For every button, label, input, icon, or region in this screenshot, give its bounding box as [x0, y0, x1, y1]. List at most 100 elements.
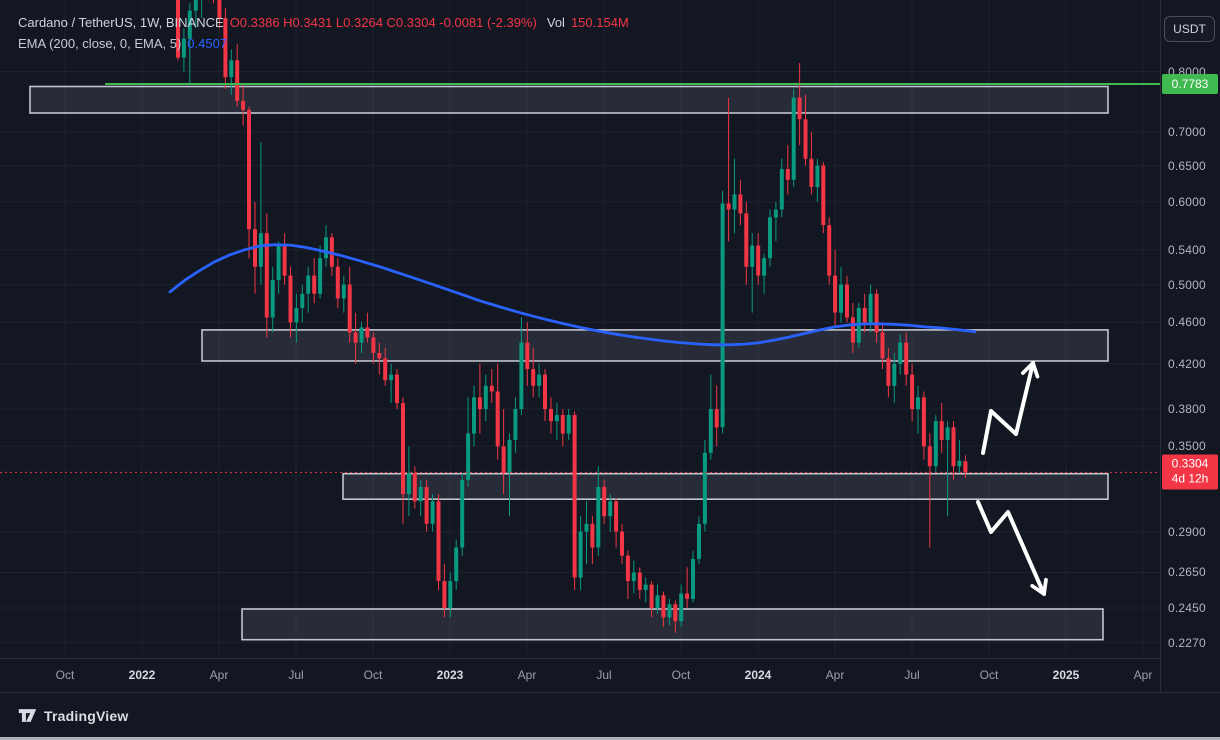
time-axis-label: Jul: [596, 668, 612, 682]
candle-body: [430, 501, 435, 524]
candle-body: [442, 581, 447, 608]
candle-body: [554, 415, 559, 422]
candle-body: [768, 217, 772, 259]
candle-body: [910, 374, 915, 410]
candle-body: [927, 446, 932, 467]
candle-body: [868, 293, 873, 323]
candle-body: [697, 523, 701, 559]
candle-body: [466, 433, 471, 480]
candlestick-chart-canvas[interactable]: [0, 0, 1160, 658]
candle-body: [537, 374, 542, 386]
candle-body: [874, 293, 879, 333]
window-bottom-edge: [0, 737, 1220, 740]
time-axis-label: Apr: [1133, 668, 1153, 682]
candle-body: [661, 595, 666, 618]
candle-body: [614, 501, 619, 532]
candle-body: [395, 374, 399, 404]
footer-bar: TradingView: [0, 692, 1220, 740]
resistance-zone-0.42-0.45: [201, 329, 1109, 362]
volume-label: Vol: [546, 15, 565, 30]
candle-body: [359, 327, 364, 343]
candle-body: [324, 237, 328, 259]
candle-body: [827, 225, 832, 276]
price-axis[interactable]: USDT 0.7783 0.3304 4d 12h 0.8000 0.7000 0.6…: [1160, 0, 1220, 692]
tradingview-logo-icon: [18, 709, 37, 722]
price-axis-label: 0.7000: [1168, 125, 1206, 139]
candle-body: [702, 452, 707, 524]
last-price-badge[interactable]: 0.3304 4d 12h: [1162, 454, 1218, 490]
candle-body: [318, 258, 323, 294]
time-axis-label: Oct: [979, 668, 999, 682]
candle-body: [365, 327, 370, 338]
candle-body: [921, 397, 926, 447]
time-axis-label: 2025: [1052, 668, 1080, 682]
chart-pane[interactable]: Cardano / TetherUS, 1W, BINANCE O0.3386 …: [0, 0, 1160, 682]
candle-body: [845, 284, 849, 318]
candle-body: [791, 97, 796, 180]
time-axis-label: Jul: [904, 668, 920, 682]
time-axis-label: Oct: [363, 668, 383, 682]
candle-body: [448, 581, 453, 608]
symbol-legend-row: Cardano / TetherUS, 1W, BINANCE O0.3386 …: [18, 12, 629, 33]
candle-body: [584, 523, 589, 532]
candle-body: [939, 421, 944, 440]
candle-body: [406, 473, 411, 495]
candle-body: [649, 584, 654, 608]
candle-body: [341, 284, 346, 299]
last-price-value: 0.3304: [1171, 456, 1209, 471]
candle-body: [762, 258, 767, 276]
candle-body: [282, 245, 287, 276]
symbol-title[interactable]: Cardano / TetherUS, 1W, BINANCE: [18, 15, 224, 30]
time-axis[interactable]: Oct 2022 Apr Jul Oct 2023 Apr Jul Oct 2024 Apr Jul O…: [0, 658, 1160, 692]
candle-body: [288, 275, 293, 323]
candle-body: [945, 427, 950, 440]
support-zone-0.31-0.33: [342, 472, 1109, 501]
candle-body: [821, 165, 826, 226]
candle-body: [886, 358, 891, 386]
candle-body: [217, 0, 222, 19]
candle-body: [578, 531, 583, 578]
candle-body: [714, 409, 719, 428]
candle-body: [347, 284, 352, 333]
candle-body: [963, 461, 968, 473]
candle-body: [525, 342, 530, 370]
candle-body: [602, 486, 607, 517]
candle-body: [501, 446, 506, 473]
time-axis-label: Oct: [55, 668, 75, 682]
candle-body: [655, 595, 660, 609]
candle-body: [306, 275, 311, 294]
candle-body: [720, 203, 725, 428]
candle-body: [596, 486, 601, 548]
candle-body: [424, 486, 429, 524]
candle-body: [732, 194, 737, 210]
ema-indicator-label[interactable]: EMA (200, close, 0, EMA, 5): [18, 36, 182, 51]
price-axis-label: 0.2450: [1168, 601, 1206, 615]
candle-body: [241, 100, 246, 110]
price-axis-label: 0.4600: [1168, 315, 1206, 329]
currency-toggle-button[interactable]: USDT: [1164, 16, 1215, 42]
support-zone-0.23-0.245: [241, 608, 1104, 641]
candle-body: [708, 409, 713, 453]
alert-line-price-badge[interactable]: 0.7783: [1162, 74, 1218, 94]
chart-legend: Cardano / TetherUS, 1W, BINANCE O0.3386 …: [18, 12, 629, 54]
candle-body: [809, 158, 814, 187]
candle-body: [389, 374, 394, 381]
tradingview-brand-text: TradingView: [44, 707, 129, 724]
candles-layer: [176, 0, 968, 633]
candle-body: [495, 391, 500, 447]
price-axis-label: 0.2270: [1168, 636, 1206, 650]
candle-body: [223, 18, 228, 78]
candle-body: [412, 473, 417, 502]
candle-body: [839, 284, 843, 313]
candle-body: [436, 501, 441, 581]
candle-body: [418, 486, 423, 502]
tradingview-brand[interactable]: TradingView: [18, 706, 128, 725]
ema-200-line: [168, 243, 977, 347]
candle-body: [181, 38, 186, 58]
time-axis-label: 2022: [128, 668, 156, 682]
candle-body: [472, 397, 476, 434]
candle-body: [862, 307, 867, 323]
indicator-legend-row: EMA (200, close, 0, EMA, 5) 0.4507: [18, 33, 629, 54]
ohlc-values: O0.3386 H0.3431 L0.3264 C0.3304 -0.0081 …: [229, 15, 537, 30]
